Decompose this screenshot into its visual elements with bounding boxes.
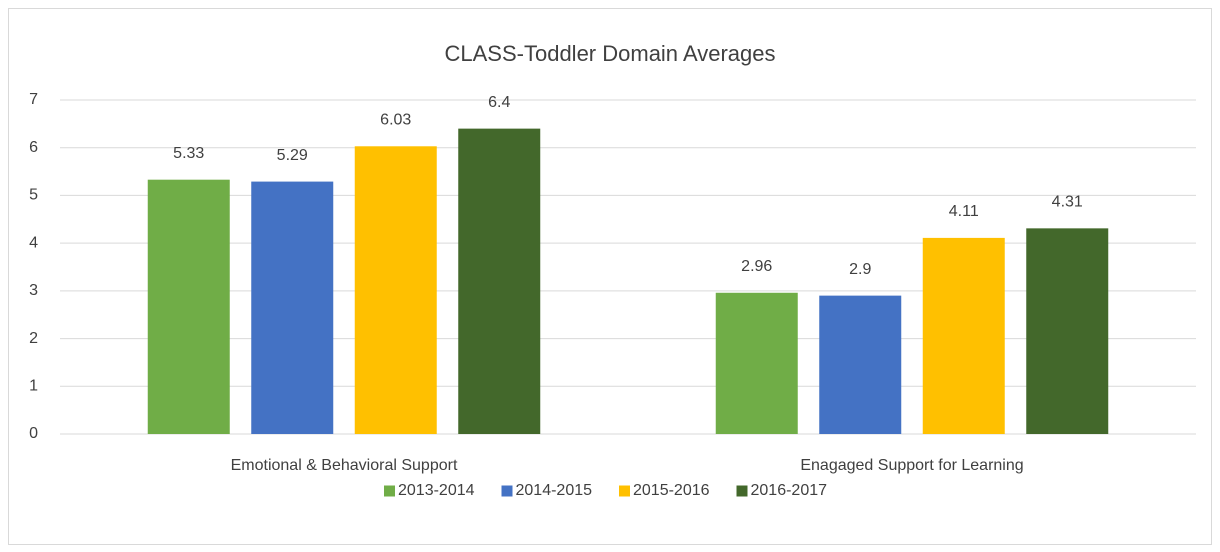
x-tick-label: Enagaged Support for Learning bbox=[800, 457, 1023, 474]
legend-label: 2014-2015 bbox=[516, 482, 593, 499]
x-tick-label: Emotional & Behavioral Support bbox=[231, 457, 458, 474]
bar bbox=[458, 128, 541, 434]
y-tick-label: 0 bbox=[29, 425, 38, 442]
bar bbox=[354, 146, 437, 435]
legend-swatch bbox=[736, 485, 748, 497]
bar bbox=[715, 292, 798, 434]
y-tick-label: 4 bbox=[29, 234, 38, 251]
bar bbox=[251, 181, 334, 434]
y-tick-label: 3 bbox=[29, 282, 38, 299]
bar bbox=[147, 179, 230, 434]
y-tick-label: 1 bbox=[29, 378, 38, 395]
data-label: 2.9 bbox=[849, 261, 871, 278]
y-tick-label: 6 bbox=[29, 139, 38, 156]
legend-swatch bbox=[501, 485, 513, 497]
data-label: 4.11 bbox=[949, 203, 979, 220]
y-tick-label: 5 bbox=[29, 187, 38, 204]
legend-swatch bbox=[619, 485, 630, 497]
legend-label: 2013-2014 bbox=[398, 482, 475, 499]
bar bbox=[819, 295, 902, 434]
y-tick-label: 7 bbox=[29, 91, 38, 108]
legend-swatch bbox=[384, 485, 395, 497]
bar bbox=[1026, 228, 1109, 434]
data-label: 4.31 bbox=[1052, 194, 1083, 211]
data-label: 2.96 bbox=[741, 258, 772, 275]
data-label: 6.03 bbox=[380, 112, 411, 129]
legend-label: 2016-2017 bbox=[751, 482, 828, 499]
data-label: 6.4 bbox=[488, 94, 510, 111]
chart-title: CLASS-Toddler Domain Averages bbox=[445, 41, 776, 66]
legend-label: 2015-2016 bbox=[633, 482, 710, 499]
data-label: 5.33 bbox=[173, 145, 204, 162]
bar bbox=[922, 237, 1005, 434]
data-label: 5.29 bbox=[277, 147, 308, 164]
y-tick-label: 2 bbox=[29, 330, 38, 347]
